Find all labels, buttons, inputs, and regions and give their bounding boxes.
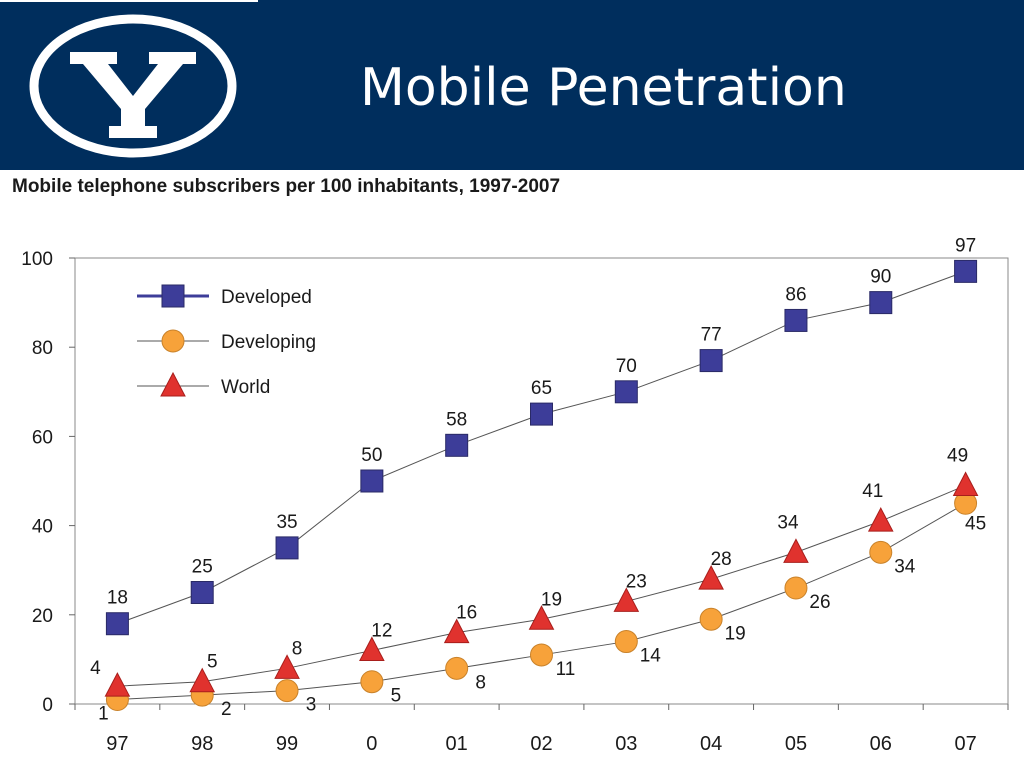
data-label-world: 4 bbox=[90, 658, 101, 679]
data-label-developing: 1 bbox=[98, 704, 109, 725]
byu-y-logo-icon bbox=[29, 14, 237, 158]
x-tick-label: 04 bbox=[700, 733, 722, 755]
y-tick-label: 20 bbox=[32, 606, 53, 627]
legend-label-developed: Developed bbox=[221, 287, 312, 308]
data-label-world: 19 bbox=[541, 589, 562, 610]
x-tick-label: 0 bbox=[366, 733, 377, 755]
data-point-world bbox=[528, 605, 555, 630]
data-point-developed bbox=[190, 581, 214, 604]
y-tick-label: 40 bbox=[32, 517, 53, 538]
data-point-world bbox=[952, 471, 979, 496]
data-point-world bbox=[698, 565, 724, 590]
data-label-developing: 19 bbox=[725, 623, 746, 644]
data-point-developed bbox=[445, 433, 469, 457]
legend-label-world: World bbox=[221, 377, 270, 398]
data-label-developed: 35 bbox=[276, 512, 297, 533]
legend-marker-world bbox=[160, 371, 186, 397]
data-label-developed: 97 bbox=[955, 235, 976, 256]
data-point-world bbox=[443, 618, 470, 644]
legend-label-developing: Developing bbox=[221, 332, 316, 353]
data-label-world: 34 bbox=[777, 512, 799, 533]
header-divider bbox=[0, 0, 258, 2]
x-tick-label: 99 bbox=[276, 733, 298, 755]
series-line-developed bbox=[117, 270, 966, 625]
data-label-world: 5 bbox=[207, 652, 218, 673]
x-tick-label: 06 bbox=[870, 733, 892, 755]
data-point-developed bbox=[954, 259, 978, 283]
data-point-developing bbox=[530, 643, 553, 667]
data-point-world bbox=[274, 654, 300, 679]
x-tick-label: 07 bbox=[954, 733, 976, 755]
data-point-world bbox=[104, 672, 131, 697]
data-label-developing: 14 bbox=[640, 646, 662, 667]
data-label-developing: 45 bbox=[965, 513, 986, 534]
data-label-developing: 11 bbox=[556, 659, 576, 680]
legend-marker-developed bbox=[161, 284, 185, 308]
data-point-developing bbox=[699, 607, 723, 631]
data-label-developing: 5 bbox=[391, 686, 402, 707]
data-point-developing bbox=[445, 656, 469, 680]
data-label-developing: 8 bbox=[475, 672, 486, 693]
data-point-developed bbox=[105, 612, 129, 636]
data-point-developing bbox=[360, 670, 384, 694]
data-label-developed: 70 bbox=[616, 356, 637, 377]
data-point-world bbox=[613, 587, 640, 612]
slide-header: Mobile Penetration bbox=[0, 0, 1024, 170]
data-label-world: 23 bbox=[626, 571, 647, 592]
data-label-world: 28 bbox=[711, 549, 732, 570]
y-tick-label: 60 bbox=[32, 427, 53, 448]
data-point-developing bbox=[784, 576, 808, 600]
data-label-developing: 3 bbox=[306, 695, 317, 716]
y-tick-label: 0 bbox=[42, 695, 53, 716]
data-point-developed bbox=[275, 536, 299, 560]
data-point-world bbox=[867, 507, 894, 532]
data-label-world: 41 bbox=[862, 481, 883, 502]
data-point-developed bbox=[360, 469, 384, 493]
data-label-developed: 90 bbox=[870, 267, 891, 288]
slide-title: Mobile Penetration bbox=[360, 58, 847, 118]
data-point-world bbox=[359, 636, 385, 661]
legend-marker-developing bbox=[161, 329, 185, 353]
data-point-developed bbox=[530, 402, 553, 426]
x-tick-label: 98 bbox=[191, 733, 213, 755]
chart-title: Mobile telephone subscribers per 100 inh… bbox=[12, 176, 561, 197]
data-point-world bbox=[783, 538, 809, 563]
x-tick-label: 02 bbox=[530, 733, 552, 755]
data-label-developing: 26 bbox=[809, 592, 830, 613]
data-label-developed: 65 bbox=[531, 378, 552, 399]
data-label-developed: 86 bbox=[785, 284, 806, 305]
data-point-developed bbox=[699, 349, 723, 373]
data-point-developed bbox=[784, 308, 808, 332]
data-label-developed: 58 bbox=[446, 409, 467, 430]
data-point-developed bbox=[869, 291, 893, 315]
x-tick-label: 05 bbox=[785, 733, 807, 755]
y-tick-label: 80 bbox=[32, 338, 53, 359]
data-label-developed: 25 bbox=[192, 557, 213, 578]
data-label-developed: 18 bbox=[107, 588, 128, 609]
data-point-developing bbox=[869, 540, 893, 564]
x-tick-label: 01 bbox=[446, 733, 468, 755]
y-tick-label: 100 bbox=[21, 249, 53, 270]
x-tick-label: 03 bbox=[615, 733, 637, 755]
x-tick-label: 97 bbox=[106, 733, 128, 755]
data-label-developed: 50 bbox=[361, 445, 382, 466]
data-point-world bbox=[189, 667, 216, 693]
data-label-developing: 34 bbox=[894, 556, 916, 577]
data-label-world: 8 bbox=[292, 638, 303, 659]
data-point-developing bbox=[614, 630, 638, 654]
data-label-developed: 77 bbox=[701, 325, 722, 346]
data-point-developing bbox=[275, 679, 299, 703]
plot-area bbox=[74, 257, 1009, 705]
data-point-developed bbox=[614, 380, 638, 404]
data-label-world: 16 bbox=[456, 603, 477, 624]
data-label-world: 49 bbox=[947, 445, 968, 466]
data-label-developing: 2 bbox=[221, 699, 232, 720]
data-label-world: 12 bbox=[371, 620, 392, 641]
